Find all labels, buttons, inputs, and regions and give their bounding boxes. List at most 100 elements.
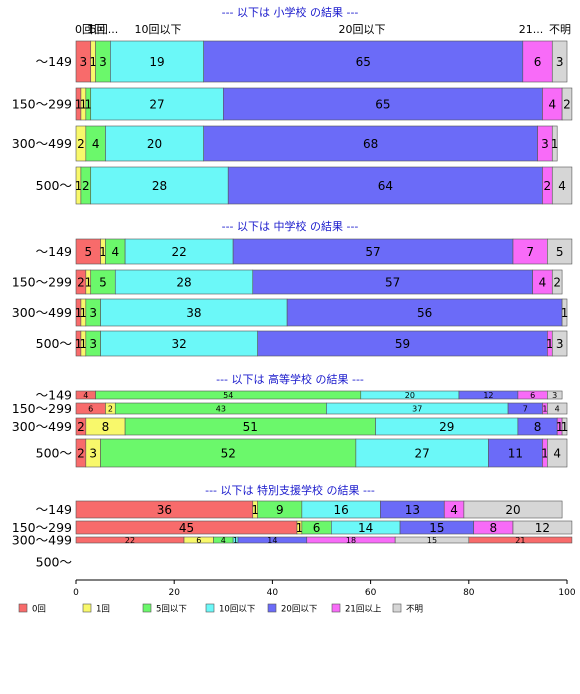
legend-swatch	[205, 603, 215, 613]
data-label: 4	[539, 276, 547, 290]
data-label: 4	[553, 447, 561, 461]
data-label: 45	[179, 521, 194, 535]
category-label: 20回以下	[339, 23, 386, 36]
row-label: 300～499	[12, 305, 72, 320]
data-label: 2	[77, 447, 85, 461]
data-label: 14	[267, 536, 277, 545]
row-label: 150～299	[12, 401, 72, 416]
data-label: 3	[99, 55, 107, 69]
row-label: 300～499	[12, 136, 72, 151]
row-label: 150～299	[12, 97, 72, 112]
data-label: 4	[548, 98, 556, 112]
row-label: ～149	[36, 244, 72, 259]
legend-swatch	[82, 603, 92, 613]
data-label: 4	[555, 405, 560, 414]
row-label: 150～299	[12, 275, 72, 290]
data-label: 4	[558, 179, 566, 193]
data-label: 1	[75, 306, 83, 320]
data-label: 3	[556, 337, 564, 351]
data-label: 27	[415, 447, 430, 461]
bar-segment	[512, 520, 573, 535]
data-label: 54	[223, 391, 233, 400]
category-label: 10回以下	[135, 23, 182, 36]
data-label: 3	[89, 337, 97, 351]
section-title: --- 以下は 小学校 の結果 ---	[222, 5, 359, 19]
data-label: 51	[243, 420, 258, 434]
data-label: 6	[534, 55, 542, 69]
data-label: 1	[251, 503, 259, 517]
data-label: 59	[395, 337, 410, 351]
data-label: 3	[552, 391, 557, 400]
legend-label: 5回以下	[156, 605, 187, 615]
legend-label: 不明	[406, 605, 423, 615]
data-label: 57	[385, 276, 400, 290]
data-label: 1	[80, 98, 88, 112]
bar-segment	[468, 536, 573, 544]
row-label: 500～	[36, 336, 72, 351]
x-tick-label: 40	[267, 588, 279, 598]
data-label: 5	[99, 276, 107, 290]
data-label: 2	[77, 276, 85, 290]
bar-segment	[223, 87, 543, 121]
bar-segment	[114, 269, 254, 295]
bar-segment	[355, 438, 489, 468]
bar-segment	[561, 417, 568, 436]
data-label: 32	[171, 337, 186, 351]
data-label: 2	[77, 137, 85, 151]
data-label: 7	[523, 405, 528, 414]
data-label: 4	[83, 391, 88, 400]
data-label: 6	[530, 391, 535, 400]
data-label: 16	[333, 503, 348, 517]
bar-segment	[203, 125, 538, 162]
data-label: 28	[152, 179, 167, 193]
bar-segment	[100, 330, 258, 357]
x-tick-label: 0	[73, 588, 79, 598]
data-label: 19	[149, 55, 164, 69]
x-tick-label: 80	[463, 588, 475, 598]
data-label: 9	[276, 503, 284, 517]
data-label: 3	[89, 447, 97, 461]
data-label: 1	[75, 337, 83, 351]
data-label: 3	[89, 306, 97, 320]
bar-segment	[488, 438, 543, 468]
data-label: 1	[296, 521, 304, 535]
legend-swatch	[331, 603, 341, 613]
legend-label: 10回以下	[219, 605, 256, 615]
data-label: 21	[515, 536, 525, 545]
x-tick-label: 60	[365, 588, 377, 598]
data-label: 68	[363, 137, 378, 151]
data-label: 56	[417, 306, 432, 320]
data-label: 29	[439, 420, 454, 434]
category-label: 1回	[87, 23, 105, 36]
bar-segment	[105, 125, 204, 162]
data-label: 1	[84, 276, 92, 290]
data-label: 1	[556, 420, 564, 434]
bar-segment	[252, 269, 533, 295]
row-label: 500～	[36, 446, 72, 461]
bar-segment	[100, 298, 288, 327]
bar-segment	[232, 238, 514, 265]
data-label: 8	[490, 521, 498, 535]
bar-segment	[547, 390, 563, 400]
data-label: 2	[553, 276, 561, 290]
bar-segment	[124, 238, 234, 265]
legend-label: 20回以下	[281, 605, 318, 615]
row-label: 500～	[36, 555, 72, 570]
data-label: 20	[147, 137, 162, 151]
data-label: 6	[88, 405, 93, 414]
data-label: 15	[427, 536, 437, 545]
data-label: 11	[508, 447, 523, 461]
data-label: 1	[99, 245, 107, 259]
data-label: 1	[546, 337, 554, 351]
data-label: 2	[77, 420, 85, 434]
row-label: 300～499	[12, 533, 72, 548]
bar-segment	[463, 500, 563, 519]
legend-swatch	[267, 603, 277, 613]
data-label: 1	[561, 306, 569, 320]
data-label: 8	[534, 420, 542, 434]
data-label: 65	[356, 55, 371, 69]
data-label: 14	[358, 521, 373, 535]
legend-swatch	[392, 603, 402, 613]
row-label: ～149	[36, 54, 72, 69]
